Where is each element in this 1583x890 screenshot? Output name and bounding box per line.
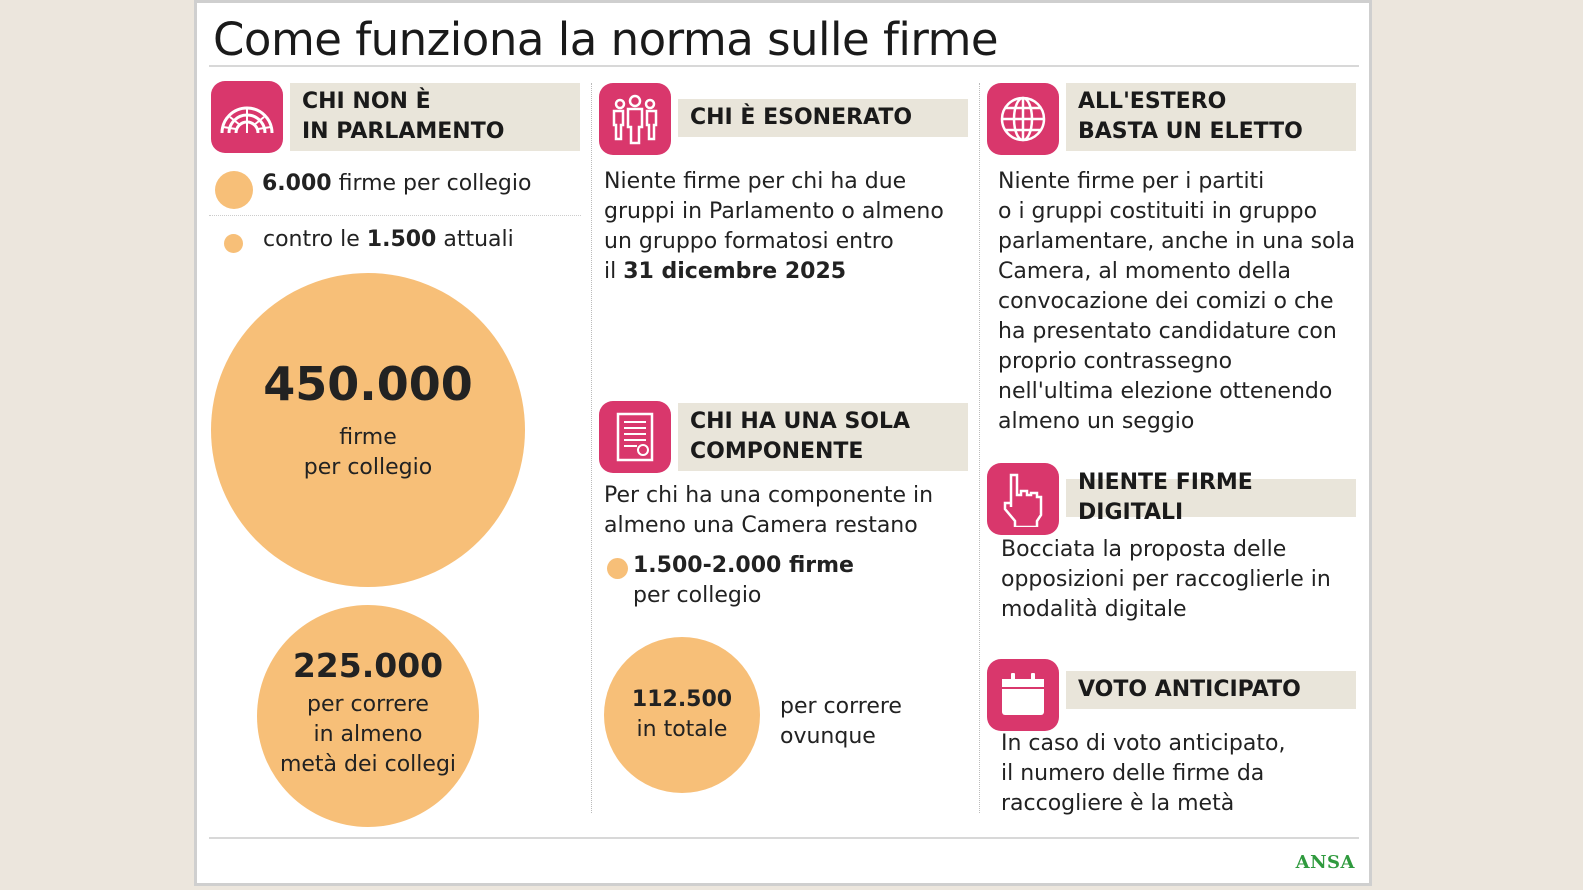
value-450000: 450.000	[263, 357, 473, 411]
header-chi-non-in-parlamento: CHI NON È IN PARLAMENTO	[290, 83, 580, 151]
caption-112500: in totale	[636, 717, 728, 742]
header-all-estero: ALL'ESTERO BASTA UN ELETTO	[1066, 83, 1356, 151]
ansa-logo: ANSA	[1295, 852, 1355, 873]
pointing-hand-icon	[987, 463, 1059, 535]
caption-225000: per correre in almeno metà dei collegi	[279, 692, 457, 777]
header-chi-e-esonerato: CHI È ESONERATO	[678, 99, 968, 137]
column-divider-2	[979, 83, 980, 813]
circle-225000: 225.000 per correre in almeno metà dei c…	[257, 605, 479, 827]
item-6000-firme: 6.000 firme per collegio	[262, 171, 532, 196]
small-dot-1500	[224, 234, 243, 253]
small-dot-6000	[215, 171, 253, 209]
circle-450000: 450.000 firme per collegio	[211, 273, 525, 587]
page-title: Come funziona la norma sulle firme	[213, 13, 999, 66]
text-esonerato: Niente firme per chi ha due gruppi in Pa…	[604, 169, 944, 284]
infographic-card: Come funziona la norma sulle firme CHI N…	[194, 0, 1372, 886]
header-voto-anticipato: VOTO ANTICIPATO	[1066, 671, 1356, 709]
calendar-icon	[987, 659, 1059, 731]
caption-450000: firme per collegio	[303, 425, 433, 480]
text-per-correre-ovunque: per correre ovunque	[780, 694, 902, 749]
small-dot-1500-2000	[607, 558, 628, 579]
text-sola-componente: Per chi ha una componente in almeno una …	[604, 483, 934, 538]
text-niente-firme-digitali: Bocciata la proposta delle opposizioni p…	[1001, 537, 1331, 622]
people-group-icon	[599, 83, 671, 155]
header-niente-firme-digitali: NIENTE FIRME DIGITALI	[1066, 470, 1356, 525]
text-all-estero: Niente firme per i partiti o i gruppi co…	[998, 169, 1356, 434]
item-contro-1500: contro le 1.500 attuali	[263, 227, 514, 252]
parliament-icon	[211, 81, 283, 153]
header-sola-componente: CHI HA UNA SOLA COMPONENTE	[678, 403, 968, 471]
title-divider	[209, 65, 1359, 67]
item-1500-2000: 1.500-2.000 firme per collegio	[633, 553, 854, 608]
circle-112500: 112.500 in totale	[604, 637, 760, 793]
globe-icon	[987, 83, 1059, 155]
value-225000: 225.000	[292, 646, 444, 685]
text-voto-anticipato: In caso di voto anticipato, il numero de…	[1001, 731, 1286, 816]
column-divider-1	[591, 83, 592, 813]
value-112500: 112.500	[631, 687, 733, 712]
document-icon	[599, 401, 671, 473]
item-divider	[209, 215, 581, 216]
footer-divider	[209, 837, 1359, 839]
